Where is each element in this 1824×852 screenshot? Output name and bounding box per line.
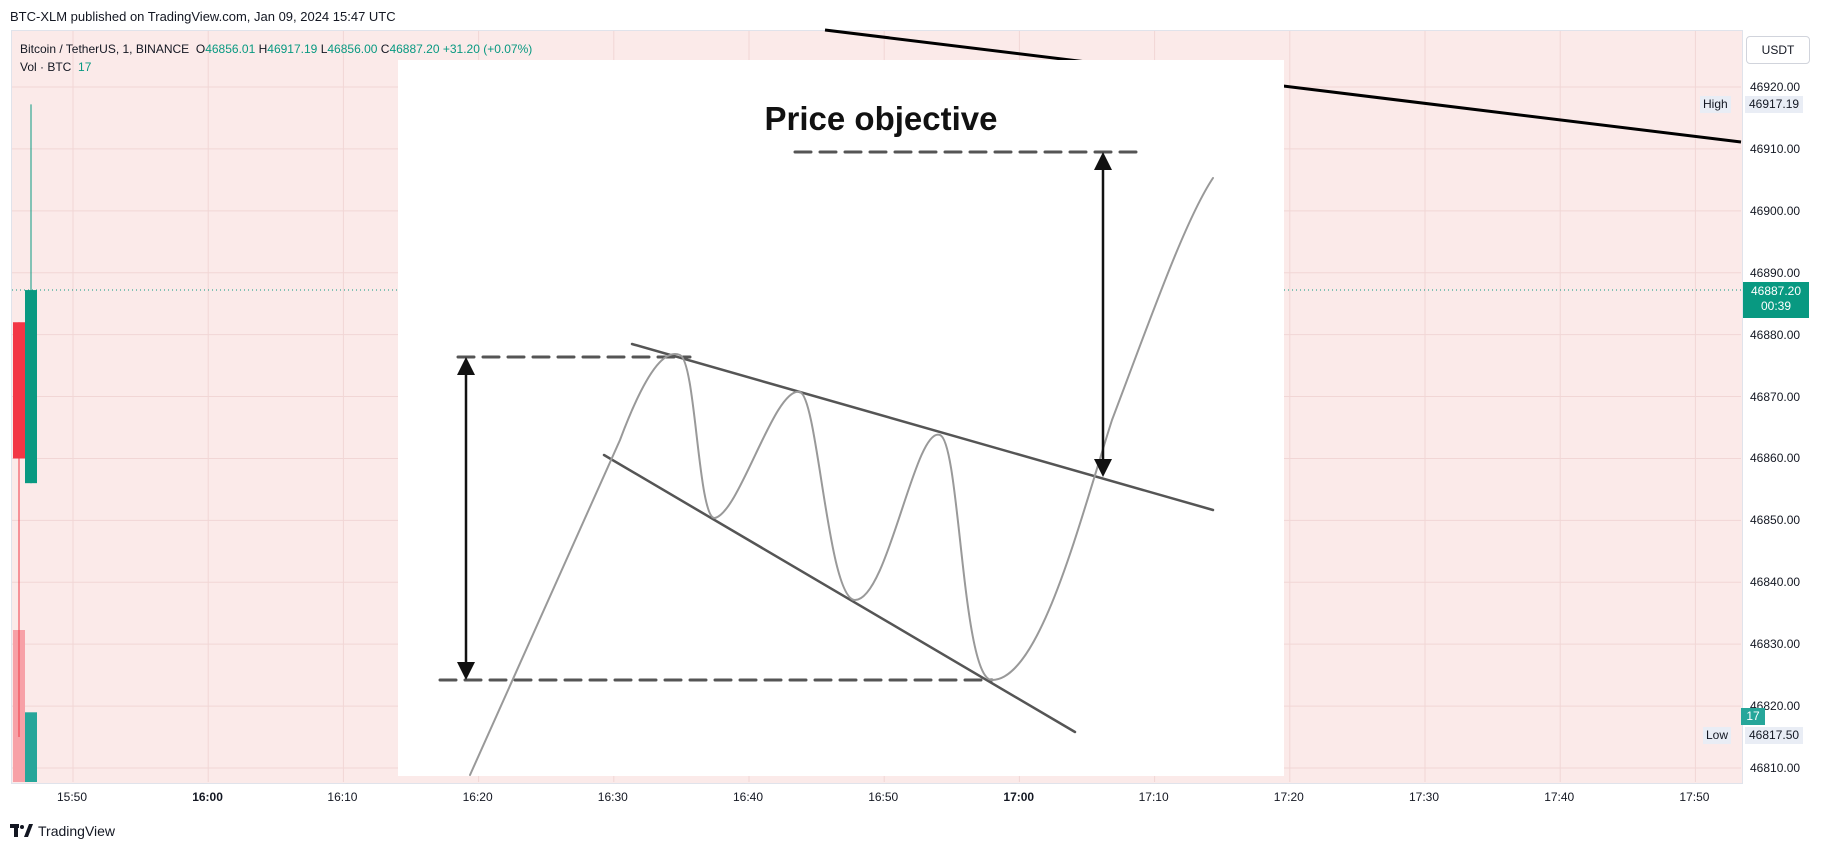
candle-countdown: 00:39 bbox=[1760, 299, 1792, 313]
time-tick-label: 17:20 bbox=[1273, 790, 1304, 804]
wedge-lower-trendline bbox=[602, 453, 1077, 734]
time-tick-label: 16:40 bbox=[733, 790, 764, 804]
legend-open-value: 46856.01 bbox=[205, 42, 256, 56]
time-axis[interactable] bbox=[11, 783, 1741, 814]
price-tick-label: 46840.00 bbox=[1750, 575, 1801, 590]
legend-volume-row[interactable]: Vol · BTC 17 bbox=[20, 58, 532, 76]
tradingview-logo-icon bbox=[10, 824, 33, 837]
price-tick-label: 46910.00 bbox=[1750, 141, 1801, 156]
price-tick-label: 46850.00 bbox=[1750, 513, 1801, 528]
candle-body bbox=[25, 290, 37, 484]
legend-high-value: 46917.19 bbox=[267, 42, 318, 56]
price-path-curve bbox=[469, 177, 1214, 776]
wedge-upper-trendline bbox=[630, 342, 1215, 512]
time-tick-label: 17:00 bbox=[1003, 790, 1035, 804]
overlay-title: Price objective bbox=[764, 100, 998, 137]
time-tick-label: 16:10 bbox=[327, 790, 358, 804]
legend-volume-label[interactable]: Vol · BTC bbox=[20, 60, 72, 74]
high-value: 46917.19 bbox=[1745, 96, 1804, 113]
price-tick-label: 46830.00 bbox=[1750, 637, 1801, 652]
time-tick-label: 17:10 bbox=[1138, 790, 1169, 804]
time-tick-label: 15:50 bbox=[57, 790, 88, 804]
price-tick-label: 46900.00 bbox=[1750, 203, 1801, 218]
legend-ohlc-row[interactable]: Bitcoin / TetherUS, 1, BINANCE O46856.01… bbox=[20, 40, 532, 58]
time-tick-label: 16:30 bbox=[597, 790, 628, 804]
time-tick-label: 17:30 bbox=[1409, 790, 1440, 804]
chart-legend[interactable]: Bitcoin / TetherUS, 1, BINANCE O46856.01… bbox=[20, 40, 532, 76]
legend-high-label: H bbox=[258, 42, 268, 56]
current-price-value: 46887.20 bbox=[1750, 284, 1802, 298]
legend-volume-value: 17 bbox=[78, 60, 92, 74]
time-tick-label: 16:50 bbox=[868, 790, 899, 804]
publish-line: BTC-XLM published on TradingView.com, Ja… bbox=[10, 9, 396, 24]
legend-low-value: 46856.00 bbox=[327, 42, 378, 56]
legend-low-label: L bbox=[320, 42, 328, 56]
time-tick-label: 16:20 bbox=[462, 790, 493, 804]
arrow-head-down-left bbox=[457, 662, 475, 680]
high-label: High bbox=[1700, 96, 1731, 113]
low-label: Low bbox=[1703, 727, 1732, 744]
legend-open-label: O bbox=[195, 42, 206, 56]
price-tick-label: 46890.00 bbox=[1750, 265, 1801, 280]
low-value: 46817.50 bbox=[1745, 727, 1804, 744]
time-tick-label: 17:40 bbox=[1544, 790, 1575, 804]
legend-close-label: C bbox=[380, 42, 390, 56]
price-tick-label: 46870.00 bbox=[1750, 389, 1801, 404]
legend-close-value: 46887.20 bbox=[389, 42, 440, 56]
pattern-overlay-image bbox=[398, 60, 1284, 776]
arrow-head-up-right bbox=[1094, 152, 1112, 170]
tradingview-branding[interactable]: TradingView bbox=[10, 823, 115, 839]
legend-symbol[interactable]: Bitcoin / TetherUS, 1, BINANCE bbox=[20, 42, 190, 56]
currency-selector[interactable]: USDT bbox=[1746, 36, 1810, 64]
price-axis[interactable] bbox=[1742, 30, 1824, 782]
price-tick-label: 46860.00 bbox=[1750, 451, 1801, 466]
time-tick-label: 16:00 bbox=[192, 790, 223, 804]
legend-change: +31.20 (+0.07%) bbox=[442, 42, 533, 56]
price-tick-label: 46920.00 bbox=[1750, 80, 1801, 94]
current-price-label: 46887.20 00:39 bbox=[1743, 282, 1809, 318]
arrow-head-up-left bbox=[457, 357, 475, 375]
time-tick-label: 17:50 bbox=[1679, 790, 1710, 804]
volume-tag: 17 bbox=[1741, 708, 1765, 725]
candle-body bbox=[13, 322, 25, 459]
price-tick-label: 46880.00 bbox=[1750, 327, 1801, 342]
arrow-head-down-right bbox=[1094, 459, 1112, 477]
volume-bar bbox=[25, 712, 37, 782]
price-tick-label: 46810.00 bbox=[1750, 761, 1801, 775]
tradingview-wordmark: TradingView bbox=[38, 823, 116, 839]
